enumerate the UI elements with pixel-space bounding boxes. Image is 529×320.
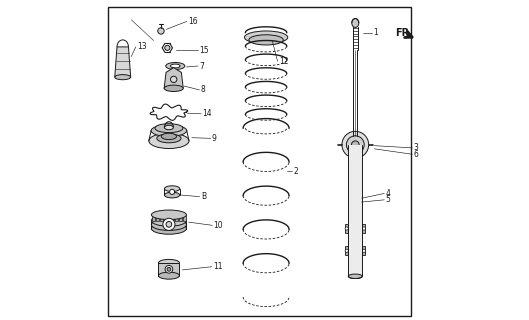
Circle shape: [345, 249, 348, 252]
Bar: [183, 215, 186, 220]
Ellipse shape: [165, 192, 180, 198]
Ellipse shape: [164, 85, 183, 92]
Ellipse shape: [165, 125, 174, 130]
Bar: [163, 215, 167, 220]
Ellipse shape: [151, 223, 186, 234]
Text: 1: 1: [373, 28, 378, 37]
Text: 11: 11: [213, 262, 222, 271]
Bar: [167, 215, 170, 220]
Ellipse shape: [151, 215, 186, 226]
Bar: [171, 215, 175, 220]
Circle shape: [362, 249, 366, 252]
Bar: [179, 215, 182, 220]
Ellipse shape: [151, 125, 187, 136]
Text: 9: 9: [212, 134, 217, 143]
Ellipse shape: [155, 124, 183, 132]
Text: 8: 8: [201, 85, 206, 94]
Ellipse shape: [249, 35, 284, 45]
Text: 5: 5: [386, 195, 390, 204]
Ellipse shape: [161, 133, 177, 140]
Ellipse shape: [151, 219, 186, 230]
Text: FR.: FR.: [395, 28, 413, 37]
Ellipse shape: [170, 64, 180, 68]
Ellipse shape: [165, 186, 180, 192]
Ellipse shape: [158, 272, 179, 279]
Text: 6: 6: [414, 150, 418, 159]
Circle shape: [346, 136, 364, 154]
Bar: [160, 215, 163, 220]
Text: 14: 14: [203, 109, 212, 118]
Text: 16: 16: [188, 17, 198, 26]
Polygon shape: [164, 68, 183, 88]
Polygon shape: [115, 47, 131, 77]
Circle shape: [345, 227, 348, 230]
Circle shape: [351, 141, 359, 148]
Circle shape: [167, 268, 171, 271]
Text: 15: 15: [199, 45, 209, 55]
Circle shape: [342, 131, 369, 158]
Ellipse shape: [244, 31, 288, 44]
Text: 12: 12: [279, 57, 288, 66]
Ellipse shape: [348, 274, 362, 278]
Ellipse shape: [166, 62, 185, 69]
Circle shape: [362, 227, 366, 230]
Ellipse shape: [115, 75, 131, 80]
Text: 2: 2: [293, 167, 298, 176]
Bar: [345, 246, 348, 255]
Text: 4: 4: [386, 189, 390, 198]
Circle shape: [163, 218, 175, 230]
Circle shape: [170, 76, 177, 83]
Bar: [158, 263, 179, 276]
Ellipse shape: [158, 260, 179, 267]
Circle shape: [165, 45, 170, 50]
Circle shape: [170, 189, 175, 195]
Text: B: B: [201, 192, 206, 201]
Ellipse shape: [157, 134, 181, 143]
Circle shape: [166, 221, 172, 227]
Ellipse shape: [151, 210, 186, 220]
Bar: [156, 215, 159, 220]
Text: 3: 3: [414, 143, 418, 152]
Ellipse shape: [149, 133, 189, 148]
Text: 13: 13: [137, 42, 147, 52]
Bar: [362, 246, 366, 255]
Bar: [175, 215, 178, 220]
Text: 10: 10: [214, 221, 223, 230]
Text: 7: 7: [199, 61, 204, 70]
Bar: [348, 145, 362, 276]
Circle shape: [158, 28, 164, 34]
Bar: [362, 224, 366, 233]
Circle shape: [165, 266, 173, 273]
Bar: [152, 215, 155, 220]
Bar: [345, 224, 348, 233]
Ellipse shape: [352, 19, 359, 28]
